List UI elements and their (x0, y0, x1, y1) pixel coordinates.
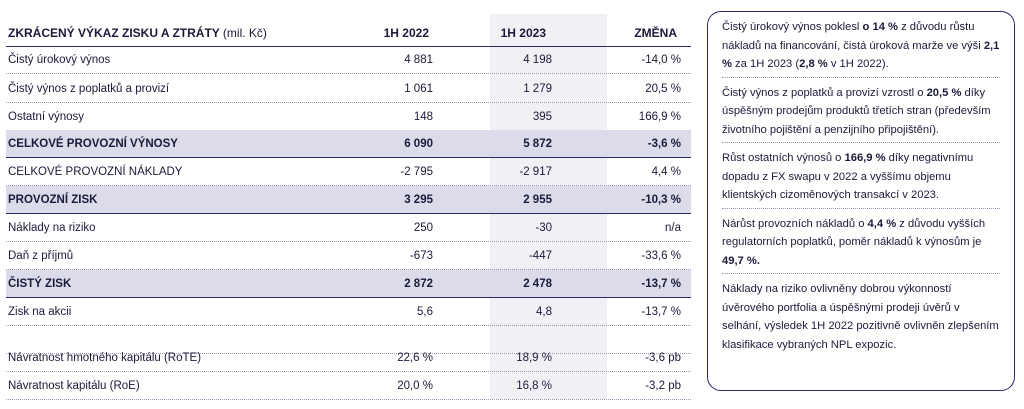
table-row: Náklady na riziko 250 -30 n/a (6, 214, 691, 242)
table-title: ZKRÁCENÝ VÝKAZ ZISKU A ZTRÁTY (mil. Kč) (8, 25, 267, 40)
commentary-note-costs: Nárůst provozních nákladů o 4,4 % z důvo… (722, 215, 1000, 274)
row-value-1h2023: -30 (535, 221, 552, 234)
row-value-1h2023: 2 955 (523, 193, 552, 206)
row-value-1h2023: -447 (528, 249, 552, 262)
row-label: Ostatní výnosy (8, 110, 85, 123)
row-value-1h2022: 1 061 (404, 82, 433, 95)
row-value-1h2023: 1 279 (523, 82, 552, 95)
table-header-row: ZKRÁCENÝ VÝKAZ ZISKU A ZTRÁTY (mil. Kč) … (6, 19, 691, 47)
row-label: CELKOVÉ PROVOZNÍ NÁKLADY (8, 165, 183, 178)
table-row: Návratnost hmotného kapitálu (RoTE) 22,6… (6, 344, 691, 372)
row-label: Čistý výnos z poplatků a provizí (8, 82, 170, 95)
row-label: Daň z příjmů (8, 249, 74, 262)
table-row: Ostatní výnosy 148 395 166,9 % (6, 103, 691, 131)
row-value-1h2023: 4,8 (536, 305, 552, 318)
column-header-change: ZMĚNA (634, 25, 677, 40)
commentary-note-other-income: Růst ostatních výnosů o 166,9 % díky neg… (722, 149, 1000, 209)
table-row: Zisk na akcii 5,6 4,8 -13,7 % (6, 298, 691, 326)
row-value-1h2022: 22,6 % (397, 351, 433, 364)
row-value-1h2023: 395 (532, 110, 552, 123)
commentary-note-interest: Čistý úrokový výnos poklesl o 14 % z dův… (722, 18, 1000, 78)
income-statement-table: ZKRÁCENÝ VÝKAZ ZISKU A ZTRÁTY (mil. Kč) … (6, 14, 691, 400)
row-label: Návratnost kapitálu (RoE) (8, 379, 140, 392)
row-value-change: n/a (665, 221, 681, 234)
table-row: Čistý úrokový výnos 4 881 4 198 -14,0 % (6, 46, 691, 74)
row-label: Návratnost hmotného kapitálu (RoTE) (8, 351, 202, 364)
row-label: ČISTÝ ZISK (8, 277, 72, 290)
row-value-change: 20,5 % (645, 82, 681, 95)
row-label: Čistý úrokový výnos (8, 53, 111, 66)
row-value-1h2022: 250 (413, 221, 433, 234)
row-value-1h2023: 18,9 % (516, 351, 552, 364)
row-value-1h2022: -673 (409, 249, 433, 262)
row-value-change: -3,2 pb (645, 379, 681, 392)
row-label: Náklady na riziko (8, 221, 96, 234)
row-value-1h2022: 4 881 (404, 53, 433, 66)
column-header-1h2022: 1H 2022 (383, 25, 429, 40)
row-value-change: -33,6 % (641, 249, 681, 262)
table-row-total: PROVOZNÍ ZISK 3 295 2 955 -10,3 % (6, 186, 691, 214)
row-value-1h2022: 5,6 (417, 305, 433, 318)
row-value-1h2023: 5 872 (523, 137, 552, 150)
table-row: Daň z příjmů -673 -447 -33,6 % (6, 242, 691, 270)
row-value-change: -13,7 % (641, 277, 681, 290)
row-value-change: 4,4 % (651, 165, 681, 178)
table-row: Čistý výnos z poplatků a provizí 1 061 1… (6, 75, 691, 103)
row-value-change: -13,7 % (641, 305, 681, 318)
commentary-note-risk-costs: Náklady na riziko ovlivněny dobrou výkon… (722, 283, 999, 351)
commentary-box: Čistý úrokový výnos poklesl o 14 % z dův… (707, 11, 1015, 391)
table-unit: (mil. Kč) (222, 25, 267, 40)
table-spacer-row (6, 326, 691, 354)
column-header-1h2023: 1H 2023 (500, 25, 546, 40)
row-value-change: 166,9 % (638, 110, 681, 123)
row-value-change: -10,3 % (641, 193, 681, 206)
row-value-1h2023: 16,8 % (516, 379, 552, 392)
row-value-change: -3,6 pb (645, 351, 681, 364)
row-value-change: -3,6 % (647, 137, 681, 150)
table-row: CELKOVÉ PROVOZNÍ NÁKLADY -2 795 -2 917 4… (6, 158, 691, 186)
row-value-1h2022: 148 (413, 110, 433, 123)
row-label: PROVOZNÍ ZISK (8, 193, 98, 206)
row-value-1h2022: 6 090 (404, 137, 433, 150)
row-value-1h2023: 4 198 (523, 53, 552, 66)
row-value-1h2022: 3 295 (404, 193, 433, 206)
commentary-note-fees: Čistý výnos z poplatků a provizí vzrostl… (722, 84, 1000, 143)
table-row-total: ČISTÝ ZISK 2 872 2 478 -13,7 % (6, 270, 691, 298)
row-value-1h2023: 2 478 (523, 277, 552, 290)
table-row-total: CELKOVÉ PROVOZNÍ VÝNOSY 6 090 5 872 -3,6… (6, 130, 691, 158)
row-value-1h2022: -2 795 (400, 165, 433, 178)
row-label: CELKOVÉ PROVOZNÍ VÝNOSY (8, 137, 178, 150)
row-value-change: -14,0 % (641, 53, 681, 66)
row-value-1h2023: -2 917 (519, 165, 552, 178)
row-value-1h2022: 2 872 (404, 277, 433, 290)
table-row: Návratnost kapitálu (RoE) 20,0 % 16,8 % … (6, 372, 691, 400)
row-label: Zisk na akcii (8, 305, 72, 318)
row-value-1h2022: 20,0 % (397, 379, 433, 392)
